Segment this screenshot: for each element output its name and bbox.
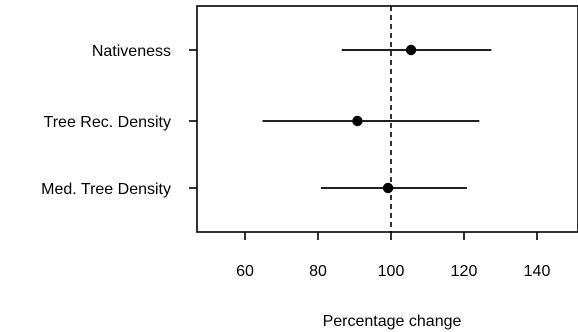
- x-axis-title: Percentage change: [323, 313, 462, 330]
- x-tick-label: 140: [524, 263, 551, 280]
- point-estimate: [352, 115, 363, 127]
- point-estimates: [352, 44, 417, 194]
- point-estimate: [382, 182, 394, 194]
- y-axis: Nativeness Tree Rec. Density Med. Tree Den…: [41, 43, 197, 198]
- x-tick-label: 80: [309, 263, 327, 280]
- point-estimate: [405, 44, 417, 56]
- x-tick-label: 100: [378, 263, 405, 280]
- x-tick-label: 120: [451, 263, 478, 280]
- x-axis: 60 80 100 120 140: [236, 232, 550, 280]
- plot-frame: [196, 5, 578, 233]
- category-label: Med. Tree Density: [41, 181, 171, 198]
- confidence-intervals: [262, 49, 492, 189]
- category-label: Nativeness: [92, 43, 171, 60]
- category-label: Tree Rec. Density: [44, 114, 171, 131]
- x-tick-label: 60: [236, 263, 254, 280]
